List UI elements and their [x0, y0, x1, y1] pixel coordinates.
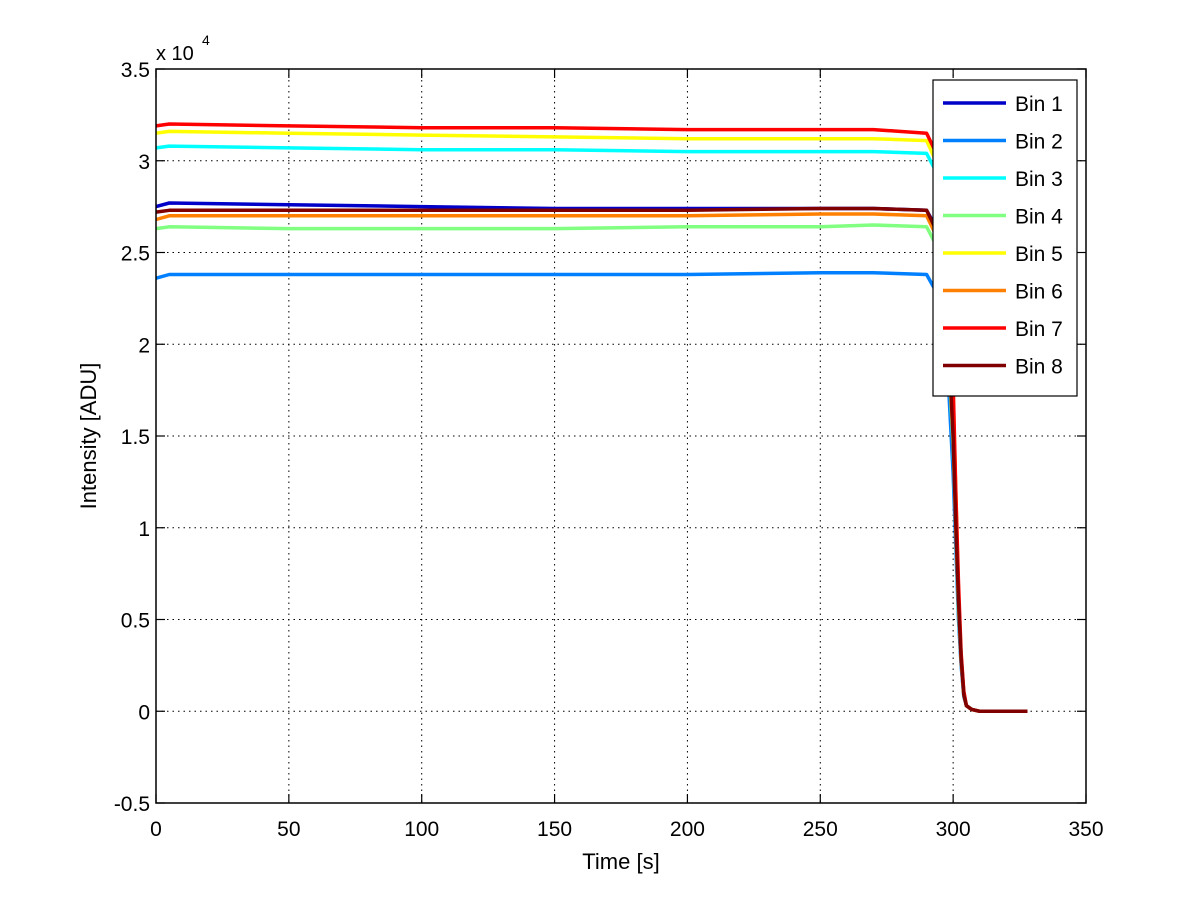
x-tick-label: 50	[277, 818, 300, 841]
legend-item: Bin 2	[943, 131, 1063, 154]
x-tick-label: 150	[537, 818, 572, 841]
y-tick-label: -0.5	[114, 793, 150, 816]
legend-item: Bin 8	[943, 356, 1063, 379]
y-tick-label: 1	[138, 518, 150, 541]
y-tick-label: 0	[138, 701, 150, 724]
y-axis-multiplier: x 10	[156, 43, 194, 65]
series-line-8	[155, 206, 1028, 714]
series-line-4	[155, 223, 1028, 714]
legend-box	[932, 79, 1078, 397]
legend-label: Bin 6	[1015, 281, 1063, 304]
legend-label: Bin 4	[1015, 206, 1063, 229]
grid	[156, 69, 1086, 803]
y-axis-multiplier-exponent: 4	[202, 32, 210, 48]
series-line-1	[155, 201, 1028, 714]
series-line-5	[155, 129, 1028, 714]
x-tick-label: 200	[670, 818, 705, 841]
legend-label: Bin 7	[1015, 318, 1063, 341]
series-line-6	[155, 212, 1028, 714]
legend-label: Bin 5	[1015, 243, 1063, 266]
y-tick-label: 2	[138, 334, 150, 357]
axis-ticks: 0 50 100 150 200 250 300 350-0.500.511.522.533.…	[114, 59, 1104, 841]
legend-item: Bin 6	[943, 281, 1063, 304]
legend-label: Bin 3	[1015, 168, 1063, 191]
legend-item: Bin 4	[943, 206, 1063, 229]
legend-label: Bin 1	[1015, 93, 1063, 116]
legend-label: Bin 8	[1015, 356, 1063, 379]
y-tick-label: 3	[138, 151, 150, 174]
x-tick-label: 100	[404, 818, 439, 841]
y-tick-label: 1.5	[121, 426, 150, 449]
y-tick-label: 0.5	[121, 610, 150, 633]
series-line-3	[155, 144, 1028, 714]
y-tick-label: 3.5	[121, 59, 150, 82]
series-lines	[155, 122, 1028, 714]
x-tick-label: 350	[1068, 818, 1103, 841]
y-axis-title: Intensity [ADU]	[76, 363, 101, 510]
series-line-7	[155, 122, 1028, 714]
legend-item: Bin 5	[943, 243, 1063, 266]
legend-item: Bin 1	[943, 93, 1063, 116]
legend-item: Bin 3	[943, 168, 1063, 191]
x-tick-label: 0	[150, 818, 162, 841]
series-line-2	[155, 270, 1028, 714]
y-tick-label: 2.5	[121, 243, 150, 266]
legend: Bin 1 Bin 2 Bin 3 Bin 4 Bin 5 Bin 6 Bin 7 Bin 8	[932, 79, 1078, 397]
x-axis-title: Time [s]	[582, 849, 659, 874]
legend-label: Bin 2	[1015, 131, 1063, 154]
x-tick-label: 250	[803, 818, 838, 841]
x-tick-label: 300	[936, 818, 971, 841]
legend-item: Bin 7	[943, 318, 1063, 341]
axis-labels: Time [s] Intensity [ADU] x 10 4	[76, 32, 660, 874]
